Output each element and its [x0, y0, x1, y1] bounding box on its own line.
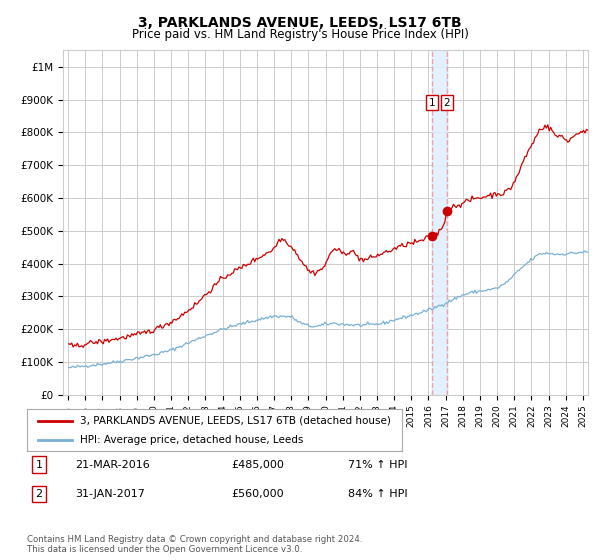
Text: 3, PARKLANDS AVENUE, LEEDS, LS17 6TB (detached house): 3, PARKLANDS AVENUE, LEEDS, LS17 6TB (de…	[79, 416, 391, 426]
Text: 84% ↑ HPI: 84% ↑ HPI	[348, 489, 407, 499]
Text: 71% ↑ HPI: 71% ↑ HPI	[348, 460, 407, 470]
Text: 2: 2	[35, 489, 43, 499]
Text: Contains HM Land Registry data © Crown copyright and database right 2024.
This d: Contains HM Land Registry data © Crown c…	[27, 535, 362, 554]
Text: 21-MAR-2016: 21-MAR-2016	[75, 460, 150, 470]
Text: £485,000: £485,000	[231, 460, 284, 470]
Text: Price paid vs. HM Land Registry's House Price Index (HPI): Price paid vs. HM Land Registry's House …	[131, 28, 469, 41]
Text: 2: 2	[443, 98, 450, 108]
Text: £560,000: £560,000	[231, 489, 284, 499]
Text: 1: 1	[35, 460, 43, 470]
Text: 3, PARKLANDS AVENUE, LEEDS, LS17 6TB: 3, PARKLANDS AVENUE, LEEDS, LS17 6TB	[138, 16, 462, 30]
Bar	[432, 50, 447, 395]
Text: 1: 1	[429, 98, 436, 108]
Text: HPI: Average price, detached house, Leeds: HPI: Average price, detached house, Leed…	[79, 435, 303, 445]
Text: 31-JAN-2017: 31-JAN-2017	[75, 489, 145, 499]
